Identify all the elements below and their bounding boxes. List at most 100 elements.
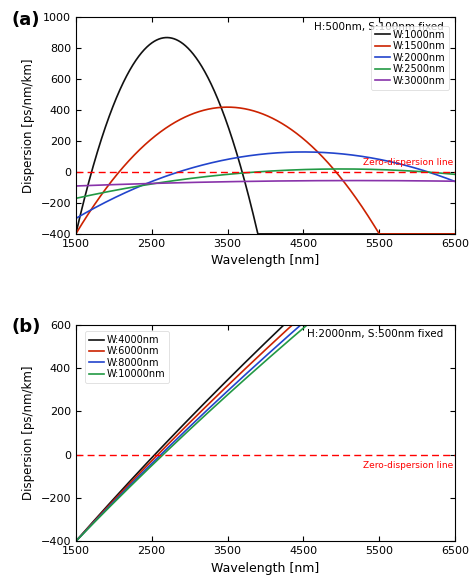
W:10000nm — [404, 321, 410, 328]
Legend: W:4000nm, W:6000nm, W:8000nm, W:10000nm: W:4000nm, W:6000nm, W:8000nm, W:10000nm — [85, 331, 169, 383]
Line: W:4000nm: W:4000nm — [76, 325, 455, 541]
Text: (a): (a) — [11, 11, 40, 29]
Line: W:10000nm: W:10000nm — [76, 325, 455, 541]
W:4000nm — [404, 321, 410, 328]
X-axis label: Wavelength [nm]: Wavelength [nm] — [211, 254, 319, 267]
Text: H:500nm, S:100nm fixed: H:500nm, S:100nm fixed — [314, 22, 444, 32]
W:8000nm — [298, 321, 304, 328]
Line: W:8000nm: W:8000nm — [76, 325, 455, 541]
Text: H:2000nm, S:500nm fixed: H:2000nm, S:500nm fixed — [308, 329, 444, 339]
W:3000nm — [116, 181, 122, 188]
Line: W:6000nm: W:6000nm — [76, 325, 455, 541]
W:10000nm — [116, 494, 122, 501]
W:1500nm — [404, 230, 410, 237]
W:3000nm — [354, 177, 359, 184]
Line: W:2000nm: W:2000nm — [76, 152, 455, 218]
W:1500nm — [235, 104, 241, 111]
W:2500nm — [452, 171, 458, 178]
Line: W:1000nm: W:1000nm — [76, 38, 455, 234]
W:2500nm — [445, 170, 451, 177]
Legend: W:1000nm, W:1500nm, W:2000nm, W:2500nm, W:3000nm: W:1000nm, W:1500nm, W:2000nm, W:2500nm, … — [371, 26, 449, 90]
Y-axis label: Dispersion [ps/nm/km]: Dispersion [ps/nm/km] — [22, 58, 35, 193]
W:2000nm — [404, 162, 410, 169]
Line: W:2500nm: W:2500nm — [76, 169, 455, 198]
W:8000nm — [116, 493, 122, 500]
Text: Zero-dispersion line: Zero-dispersion line — [363, 461, 454, 470]
W:10000nm — [452, 321, 458, 328]
W:8000nm — [445, 321, 451, 328]
W:8000nm — [73, 538, 79, 545]
W:10000nm — [304, 321, 310, 328]
W:8000nm — [219, 393, 224, 400]
W:2000nm — [301, 148, 306, 155]
W:6000nm — [452, 321, 458, 328]
W:6000nm — [139, 468, 145, 475]
W:4000nm — [219, 383, 224, 390]
W:1500nm — [219, 104, 224, 111]
X-axis label: Wavelength [nm]: Wavelength [nm] — [211, 562, 319, 574]
Text: Zero-dispersion line: Zero-dispersion line — [363, 158, 454, 168]
W:4000nm — [73, 538, 79, 545]
Line: W:1500nm: W:1500nm — [76, 107, 455, 234]
W:2000nm — [235, 154, 240, 161]
W:8000nm — [404, 321, 410, 328]
W:1000nm — [235, 154, 241, 161]
W:3000nm — [452, 178, 458, 184]
W:2500nm — [139, 182, 145, 189]
W:6000nm — [404, 321, 410, 328]
W:2000nm — [452, 178, 458, 185]
W:3000nm — [404, 178, 410, 184]
W:3000nm — [219, 178, 224, 185]
W:2000nm — [445, 175, 451, 182]
W:2500nm — [404, 167, 410, 174]
W:3000nm — [139, 180, 145, 187]
W:2000nm — [139, 182, 145, 189]
W:1000nm — [219, 105, 224, 112]
W:2000nm — [73, 215, 79, 222]
W:6000nm — [235, 372, 240, 379]
W:1000nm — [164, 34, 170, 41]
W:1500nm — [139, 144, 145, 151]
W:1000nm — [139, 49, 145, 56]
W:6000nm — [290, 321, 295, 328]
W:6000nm — [445, 321, 451, 328]
W:1500nm — [225, 104, 230, 111]
W:3000nm — [73, 183, 79, 190]
Line: W:3000nm: W:3000nm — [76, 180, 455, 186]
W:3000nm — [235, 178, 240, 185]
W:10000nm — [139, 472, 145, 479]
W:2500nm — [219, 172, 224, 179]
W:1000nm — [404, 230, 410, 237]
W:2000nm — [219, 157, 224, 164]
W:4000nm — [235, 366, 240, 373]
W:1500nm — [445, 230, 451, 237]
W:2500nm — [235, 170, 240, 177]
W:10000nm — [73, 538, 79, 545]
W:10000nm — [445, 321, 451, 328]
W:1000nm — [452, 230, 458, 237]
W:4000nm — [139, 465, 145, 472]
W:3000nm — [445, 178, 451, 184]
W:4000nm — [116, 489, 122, 496]
W:8000nm — [139, 470, 145, 477]
Text: (b): (b) — [11, 318, 41, 336]
W:2500nm — [73, 195, 79, 202]
W:4000nm — [452, 321, 458, 328]
W:10000nm — [235, 382, 240, 389]
W:10000nm — [219, 397, 224, 404]
W:4000nm — [281, 321, 287, 328]
W:8000nm — [235, 378, 240, 385]
W:2500nm — [338, 165, 344, 172]
W:8000nm — [452, 321, 458, 328]
W:6000nm — [73, 538, 79, 545]
W:6000nm — [116, 491, 122, 498]
W:4000nm — [445, 321, 451, 328]
W:1500nm — [116, 168, 122, 175]
W:6000nm — [219, 388, 224, 395]
W:1000nm — [116, 88, 122, 95]
W:1500nm — [73, 230, 79, 237]
Y-axis label: Dispersion [ps/nm/km]: Dispersion [ps/nm/km] — [22, 365, 35, 501]
W:2500nm — [116, 186, 122, 193]
W:1000nm — [73, 230, 79, 237]
W:1500nm — [452, 230, 458, 237]
